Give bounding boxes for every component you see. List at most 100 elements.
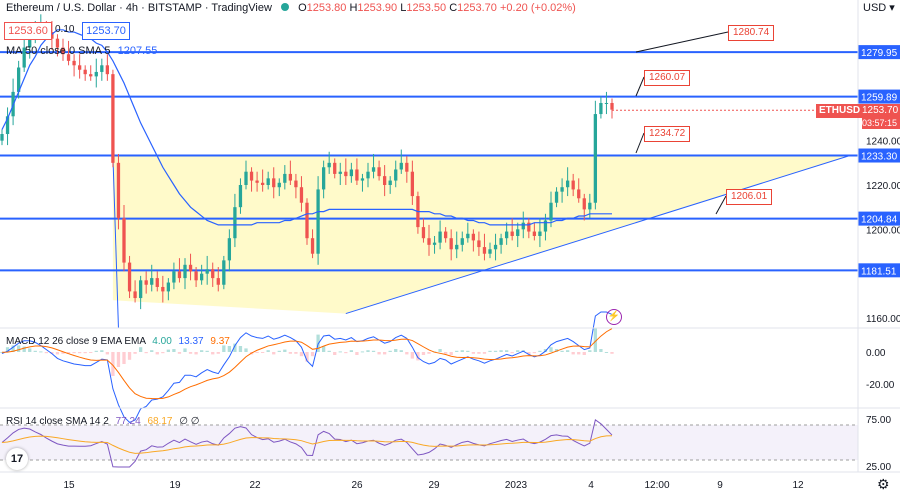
macd-legend: MACD 12 26 close 9 EMA EMA 4.00 13.37 9.… [6, 336, 230, 347]
candle-body [28, 34, 32, 48]
rsi-tick: 75.00 [866, 415, 891, 426]
candle-body [333, 162, 337, 174]
candle-body [338, 171, 342, 174]
candle-body [16, 67, 21, 92]
macd-hist-bar [588, 350, 592, 352]
macd-hist-bar [560, 350, 564, 352]
candle-body [216, 278, 220, 285]
candle-body [310, 238, 315, 254]
macd-hist-bar [394, 349, 398, 352]
candle-body [127, 262, 132, 292]
candle-body [299, 187, 304, 203]
macd-hist-bar [532, 352, 537, 354]
macd-hist-bar [565, 350, 570, 352]
macd-hist-bar [443, 352, 448, 354]
candle-body [199, 273, 204, 281]
macd-hist-bar [227, 346, 232, 352]
candle-body [150, 278, 154, 285]
callout-1206: 1206.01 [726, 189, 773, 205]
macd-hist-bar [399, 350, 403, 352]
candle-body [599, 102, 603, 115]
bid-box[interactable]: 1253.60 [4, 22, 52, 40]
low-value: 1253.50 [406, 2, 447, 14]
rsi-ma-line [1, 435, 613, 454]
candle-body [233, 207, 237, 239]
candle-body [122, 218, 126, 263]
callout-leader [635, 132, 645, 154]
macd-hist-bar [105, 352, 110, 355]
macd-hist-bar [554, 349, 559, 352]
macd-hist-value: 4.00 [152, 336, 172, 347]
macd-hist-bar [549, 347, 553, 352]
candle-body [421, 227, 426, 239]
candle-body [582, 198, 586, 210]
macd-hist-bar [266, 350, 270, 352]
candle-body [516, 229, 520, 236]
macd-hist-bar [211, 352, 215, 355]
candle-body [510, 231, 514, 236]
lightning-icon[interactable]: ⚡ [606, 309, 622, 325]
macd-hist-bar [438, 349, 442, 352]
currency-selector[interactable]: USD ▾ [863, 1, 895, 14]
macd-hist-bar [416, 352, 420, 361]
macd-hist-bar [493, 350, 498, 352]
macd-hist-bar [177, 352, 182, 354]
candle-body [410, 171, 415, 197]
macd-hist-bar [77, 352, 82, 354]
level-label: 1204.84 [861, 215, 898, 226]
macd-tick: -20.00 [866, 380, 895, 391]
candle-body [543, 220, 548, 232]
candle-body [194, 271, 198, 281]
level-label: 1181.51 [861, 266, 897, 277]
macd-hist-bar [16, 345, 21, 352]
macd-hist-bar [388, 350, 392, 352]
symbol-name: Ethereum / U.S. Dollar · 4h · BITSTAMP ·… [6, 2, 272, 14]
ask-box[interactable]: 1253.70 [82, 22, 130, 40]
candle-body [466, 233, 470, 239]
open-label: O [298, 2, 307, 14]
time-tick: 22 [249, 480, 261, 491]
macd-hist-bar [593, 328, 598, 352]
macd-hist-bar [377, 352, 381, 355]
candle-body [427, 238, 431, 245]
time-tick: 19 [169, 480, 181, 491]
macd-hist-bar [360, 351, 365, 353]
close-label: C [449, 2, 458, 14]
rsi-tick: 25.00 [866, 462, 891, 473]
macd-hist-bar [150, 350, 154, 352]
moving-average [1, 29, 612, 226]
price-tick: 1200.00 [866, 225, 900, 236]
macd-label: MACD 12 26 close 9 EMA EMA [6, 336, 146, 347]
macd-hist-bar [599, 349, 603, 352]
candle-body [172, 271, 176, 283]
candle-body [521, 222, 525, 230]
macd-hist-bar [488, 350, 492, 352]
macd-hist-bar [288, 352, 293, 354]
macd-signal-line [1, 328, 613, 400]
macd-hist-bar [0, 352, 4, 353]
candle-body [399, 162, 403, 170]
macd-hist-bar [610, 352, 614, 354]
macd-hist-bar [504, 350, 509, 352]
candle-body [183, 264, 187, 279]
candle-body [94, 71, 98, 77]
candle-body [493, 244, 498, 250]
callout-1234: 1234.72 [644, 126, 691, 142]
macd-hist-bar [305, 352, 309, 362]
candle-body [227, 238, 232, 261]
macd-hist-bar [516, 350, 520, 352]
candle-body [89, 74, 93, 77]
tradingview-logo: 17 [6, 448, 28, 470]
macd-hist-bar [122, 352, 126, 364]
macd-hist-bar [66, 352, 71, 354]
candle-body [249, 171, 254, 181]
level-label: 1233.30 [861, 152, 898, 163]
candle-body [321, 167, 326, 190]
settings-icon[interactable]: ⚙ [877, 476, 890, 492]
candle-body [133, 291, 137, 299]
candle-body [5, 116, 10, 135]
rsi-ma-value: 68.17 [147, 416, 173, 427]
candle-body [277, 182, 281, 188]
candle-body [565, 180, 570, 188]
macd-hist-bar [333, 352, 337, 355]
